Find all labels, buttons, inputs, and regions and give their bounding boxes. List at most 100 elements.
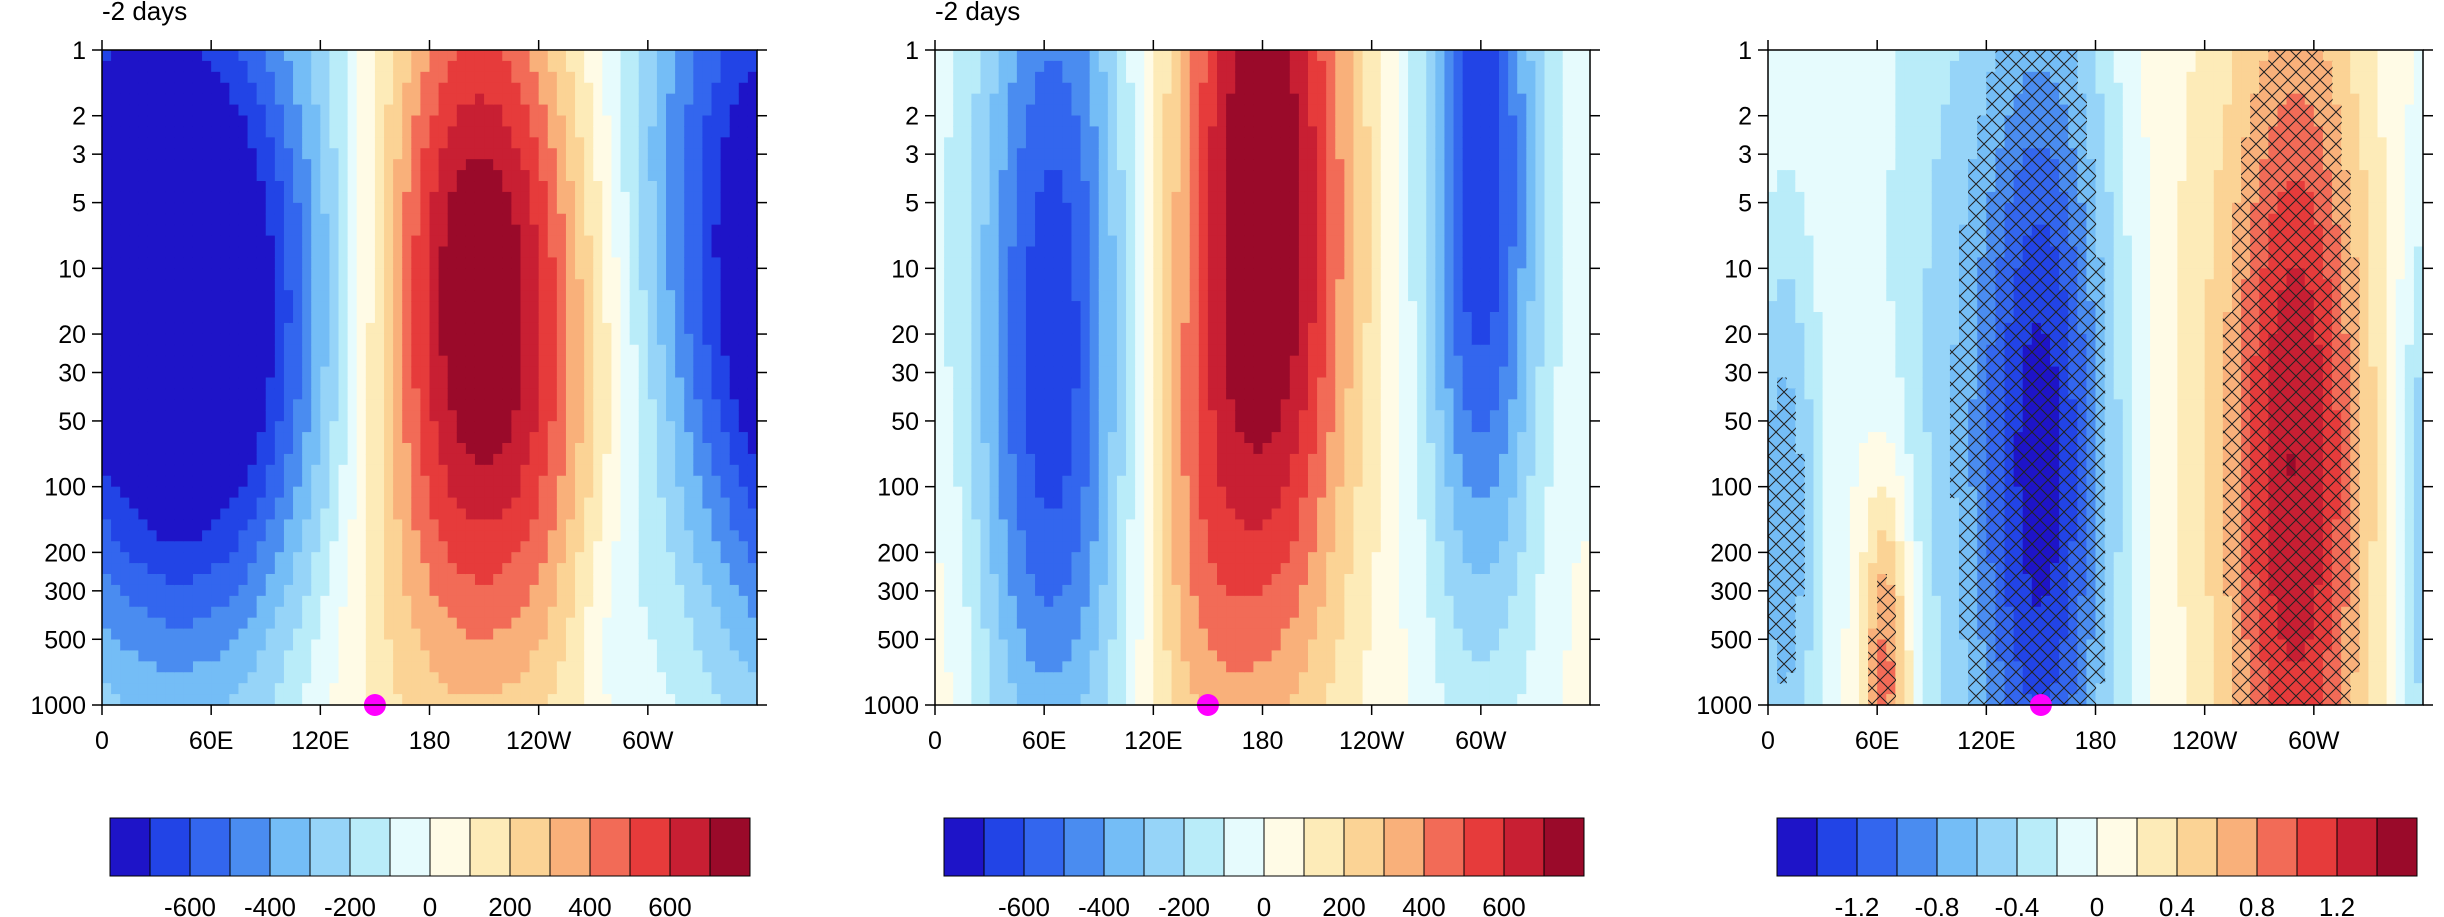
- field-cell: [102, 377, 112, 390]
- field-cell: [962, 344, 972, 357]
- field-cell: [220, 683, 230, 695]
- field-cell: [935, 584, 945, 597]
- field-cell: [356, 126, 367, 138]
- field-cell: [511, 235, 522, 248]
- field-cell: [1016, 159, 1027, 171]
- field-cell: [102, 639, 112, 652]
- field-cell: [256, 486, 267, 499]
- field-cell: [365, 93, 376, 106]
- field-cell: [711, 312, 722, 324]
- field-cell: [520, 672, 531, 684]
- field-cell: [192, 410, 203, 422]
- field-cell: [338, 606, 349, 619]
- field-cell: [393, 650, 403, 662]
- field-cell: [666, 170, 676, 182]
- field-cell: [556, 104, 567, 117]
- field-cell: [693, 137, 704, 149]
- field-cell: [593, 148, 603, 160]
- field-cell: [989, 170, 1000, 182]
- field-cell: [729, 104, 740, 117]
- field-cell: [493, 530, 503, 542]
- field-cell: [556, 246, 567, 259]
- field-cell: [511, 181, 522, 193]
- field-cell: [1016, 312, 1027, 324]
- field-cell: [474, 399, 485, 411]
- field-cell: [274, 181, 285, 193]
- field-cell: [538, 344, 549, 357]
- field-cell: [720, 355, 731, 368]
- field-cell: [211, 279, 221, 291]
- field-cell: [329, 464, 340, 477]
- field-cell: [120, 355, 130, 368]
- field-cell: [493, 388, 503, 400]
- field-cell: [529, 410, 540, 422]
- field-cell: [347, 333, 358, 346]
- field-cell: [666, 148, 676, 160]
- field-cell: [493, 486, 503, 499]
- field-cell: [365, 279, 376, 291]
- field-cell: [156, 421, 167, 433]
- field-cell: [638, 661, 649, 673]
- field-cell: [265, 541, 276, 553]
- field-cell: [593, 432, 603, 444]
- field-cell: [456, 93, 467, 106]
- field-cell: [247, 410, 258, 422]
- field-cell: [675, 148, 685, 160]
- field-cell: [102, 246, 112, 259]
- field-cell: [998, 82, 1009, 95]
- field-cell: [183, 257, 194, 269]
- field-cell: [953, 530, 963, 542]
- colorbar-swatch: [429, 817, 471, 877]
- x-tick-label: 120E: [291, 727, 349, 755]
- field-cell: [565, 344, 576, 357]
- field-cell: [944, 93, 954, 106]
- field-cell: [474, 137, 485, 149]
- field-cell: [484, 60, 494, 73]
- colorbar-swatch: [189, 817, 231, 877]
- field-cell: [593, 191, 603, 204]
- field-cell: [338, 672, 349, 684]
- field-cell: [447, 82, 458, 95]
- field-cell: [256, 584, 267, 597]
- field-cell: [711, 617, 722, 630]
- field-cell: [174, 650, 185, 662]
- field-cell: [989, 552, 1000, 564]
- field-cell: [156, 628, 167, 641]
- field-cell: [656, 497, 667, 510]
- field-cell: [638, 290, 649, 302]
- field-cell: [293, 443, 303, 455]
- field-cell: [511, 650, 522, 662]
- field-cell: [411, 181, 422, 193]
- field-cell: [365, 50, 376, 62]
- field-cell: [738, 683, 749, 695]
- field-cell: [265, 410, 276, 422]
- field-cell: [356, 148, 367, 160]
- field-cell: [556, 628, 567, 641]
- field-cell: [256, 552, 267, 564]
- field-cell: [593, 213, 603, 226]
- field-cell: [720, 399, 731, 411]
- field-cell: [202, 432, 212, 444]
- field-cell: [511, 628, 522, 641]
- field-cell: [953, 453, 963, 466]
- field-cell: [411, 104, 422, 117]
- field-cell: [1007, 301, 1018, 313]
- field-cell: [438, 355, 449, 368]
- field-cell: [547, 552, 558, 564]
- field-cell: [465, 159, 476, 171]
- field-cell: [320, 410, 331, 422]
- field-cell: [202, 661, 212, 673]
- field-cell: [402, 50, 412, 62]
- field-cell: [347, 519, 358, 531]
- field-cell: [456, 399, 467, 411]
- field-cell: [971, 257, 982, 269]
- field-cell: [456, 191, 467, 204]
- field-cell: [620, 683, 631, 695]
- field-cell: [320, 82, 331, 95]
- field-cell: [474, 366, 485, 379]
- field-cell: [962, 93, 972, 106]
- field-cell: [647, 235, 658, 248]
- field-cell: [111, 584, 121, 597]
- field-cell: [120, 497, 130, 510]
- field-cell: [944, 137, 954, 149]
